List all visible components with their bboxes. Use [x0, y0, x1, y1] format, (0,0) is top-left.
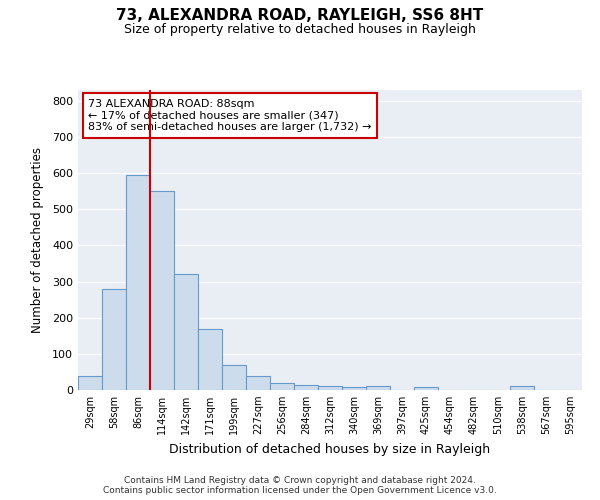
- Bar: [318, 386, 342, 390]
- Bar: [198, 328, 222, 390]
- Bar: [246, 376, 270, 390]
- Text: Contains HM Land Registry data © Crown copyright and database right 2024.
Contai: Contains HM Land Registry data © Crown c…: [103, 476, 497, 495]
- Bar: [174, 274, 198, 390]
- Bar: [78, 376, 102, 390]
- Text: Size of property relative to detached houses in Rayleigh: Size of property relative to detached ho…: [124, 22, 476, 36]
- Bar: [366, 386, 390, 390]
- Bar: [222, 366, 246, 390]
- Bar: [150, 191, 174, 390]
- Bar: [342, 387, 366, 390]
- Bar: [126, 175, 150, 390]
- Bar: [510, 386, 534, 390]
- Text: 73 ALEXANDRA ROAD: 88sqm
← 17% of detached houses are smaller (347)
83% of semi-: 73 ALEXANDRA ROAD: 88sqm ← 17% of detach…: [88, 99, 371, 132]
- Bar: [102, 289, 126, 390]
- Bar: [414, 387, 438, 390]
- Bar: [270, 383, 294, 390]
- Y-axis label: Number of detached properties: Number of detached properties: [31, 147, 44, 333]
- Text: Distribution of detached houses by size in Rayleigh: Distribution of detached houses by size …: [169, 442, 491, 456]
- Bar: [294, 384, 318, 390]
- Text: 73, ALEXANDRA ROAD, RAYLEIGH, SS6 8HT: 73, ALEXANDRA ROAD, RAYLEIGH, SS6 8HT: [116, 8, 484, 22]
